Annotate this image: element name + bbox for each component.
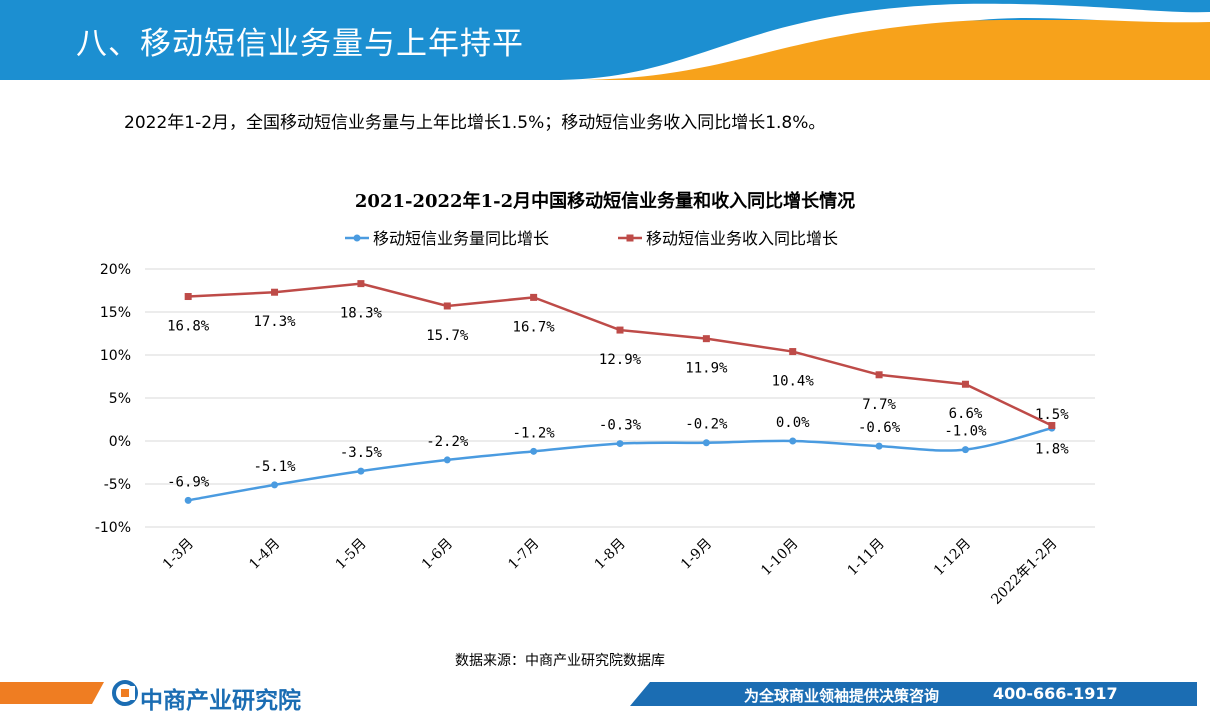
data-label: 16.7% xyxy=(513,319,556,335)
legend-label-1: 移动短信业务收入同比增长 xyxy=(646,229,838,248)
footer-slogan: 为全球商业领袖提供决策咨询 xyxy=(744,687,940,705)
data-point xyxy=(530,447,538,455)
summary-text: 2022年1-2月，全国移动短信业务量与上年比增长1.5%；移动短信业务收入同比… xyxy=(124,113,826,133)
data-label: 12.9% xyxy=(599,352,642,368)
data-label: -2.2% xyxy=(426,434,469,450)
data-label: 6.6% xyxy=(949,406,983,422)
data-point xyxy=(443,456,451,464)
y-tick-label: 10% xyxy=(100,348,131,364)
data-source: 数据来源：中商产业研究院数据库 xyxy=(455,653,665,669)
x-tick-label: 1-10月 xyxy=(758,536,801,579)
data-point xyxy=(702,439,710,447)
x-tick-label: 1-9月 xyxy=(678,536,715,573)
data-point xyxy=(961,446,969,454)
series-line-0 xyxy=(187,426,1053,502)
data-label: 17.3% xyxy=(253,314,296,330)
y-tick-label: -10% xyxy=(95,520,131,536)
x-tick-label: 2022年1-2月 xyxy=(988,536,1060,608)
footer-background xyxy=(0,680,1197,706)
x-tick-label: 1-3月 xyxy=(160,536,197,573)
footer-bar: 中商产业研究院 为全球商业领袖提供决策咨询 400-666-1917 xyxy=(0,678,1210,718)
x-tick-label: 1-7月 xyxy=(505,536,542,573)
line-chart: 2021-2022年1-2月中国移动短信业务量和收入同比增长情况移动短信业务量同… xyxy=(95,190,1095,608)
x-tick-label: 1-8月 xyxy=(592,536,629,573)
data-label: -3.5% xyxy=(340,445,383,461)
data-label: -1.2% xyxy=(513,425,556,441)
chart-title: 2021-2022年1-2月中国移动短信业务量和收入同比增长情况 xyxy=(355,190,855,212)
x-tick-label: 1-12月 xyxy=(931,536,974,579)
data-point xyxy=(875,442,883,450)
data-label: 1.8% xyxy=(1035,442,1069,458)
x-tick-label: 1-6月 xyxy=(419,536,456,573)
data-point xyxy=(616,326,624,334)
data-point xyxy=(961,380,969,388)
data-label: 18.3% xyxy=(340,306,383,322)
data-point xyxy=(271,288,279,296)
header-banner: 八、移动短信业务量与上年持平 xyxy=(0,0,1210,80)
data-label: 0.0% xyxy=(776,415,810,431)
legend-marker-0 xyxy=(353,234,361,242)
data-label: 15.7% xyxy=(426,328,469,344)
y-tick-label: -5% xyxy=(104,477,131,493)
data-point xyxy=(702,335,710,343)
company-logo-icon xyxy=(112,680,138,706)
legend-marker-1 xyxy=(626,234,634,242)
page-title: 八、移动短信业务量与上年持平 xyxy=(76,26,524,62)
data-label: 7.7% xyxy=(862,397,896,413)
header-background xyxy=(0,0,1210,80)
data-label: -0.3% xyxy=(599,418,642,434)
data-point xyxy=(184,496,192,504)
x-tick-label: 1-4月 xyxy=(246,536,283,573)
company-logo-text: 中商产业研究院 xyxy=(140,688,301,714)
data-label: 11.9% xyxy=(685,361,728,377)
data-label: -0.6% xyxy=(858,420,901,436)
data-label: 10.4% xyxy=(772,374,815,390)
y-tick-label: 0% xyxy=(109,434,131,450)
y-tick-label: 20% xyxy=(100,262,131,278)
footer-phone: 400-666-1917 xyxy=(993,684,1118,703)
data-label: -0.2% xyxy=(685,417,728,433)
data-label: -5.1% xyxy=(253,459,296,475)
data-label: 1.5% xyxy=(1035,407,1069,423)
y-tick-label: 5% xyxy=(109,391,131,407)
data-point xyxy=(875,371,883,379)
data-point xyxy=(271,481,279,489)
data-label: 16.8% xyxy=(167,319,210,335)
data-label: -1.0% xyxy=(944,424,987,440)
data-point xyxy=(443,302,451,310)
data-point xyxy=(1048,422,1056,430)
data-point xyxy=(616,440,624,448)
x-tick-label: 1-11月 xyxy=(844,536,887,579)
data-point xyxy=(789,348,797,356)
y-tick-label: 15% xyxy=(100,305,131,321)
data-point xyxy=(357,280,365,288)
data-point xyxy=(530,293,538,301)
data-point xyxy=(184,293,192,301)
legend-label-0: 移动短信业务量同比增长 xyxy=(373,229,549,248)
data-point xyxy=(357,467,365,475)
data-label: -6.9% xyxy=(167,474,210,490)
data-point xyxy=(789,437,797,445)
x-tick-label: 1-5月 xyxy=(333,536,370,573)
